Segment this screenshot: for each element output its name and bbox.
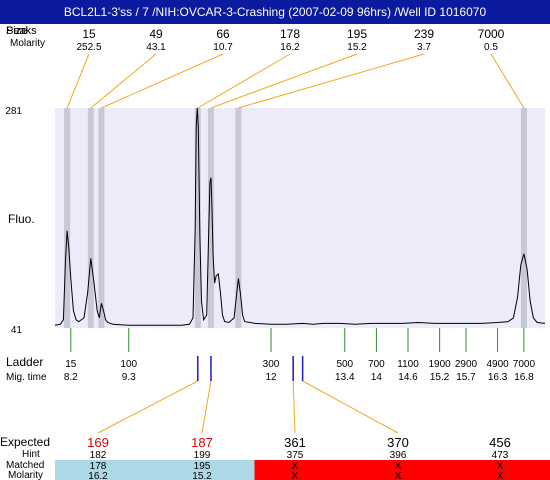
ladder-size-label: 500 <box>336 359 353 370</box>
peak-band <box>235 108 242 328</box>
peak-connector <box>490 53 525 109</box>
peak-band <box>98 108 105 328</box>
expected-size: 361 <box>284 435 306 450</box>
matched-size: 195 <box>194 461 211 472</box>
peak-connector <box>90 53 157 109</box>
matched-row-label: Matched <box>6 460 44 471</box>
peak-size-label: 49 <box>149 27 163 41</box>
expected-connector <box>302 380 399 434</box>
expected-size: 370 <box>387 435 409 450</box>
ladder-time-label: 16.3 <box>488 372 508 383</box>
peak-size-label: 66 <box>216 27 230 41</box>
unmatched-region <box>254 460 550 480</box>
ladder-time-label: 14 <box>371 372 383 383</box>
peak-molarity-label: 0.5 <box>484 42 498 53</box>
peak-connector <box>66 53 90 109</box>
fluo-axis-label: Fluo. <box>8 212 35 226</box>
mig-time-row-label: Mig. time <box>6 372 47 383</box>
ladder-size-label: 15 <box>65 359 77 370</box>
expected-size: 169 <box>87 435 109 450</box>
matched-molarity: X <box>292 471 299 480</box>
ladder-size-label: 2900 <box>455 359 478 370</box>
peak-size-label: 15 <box>82 27 96 41</box>
ladder-time-label: 15.2 <box>430 372 450 383</box>
matched-size: X <box>395 461 402 472</box>
size-row-label: Size <box>6 25 27 37</box>
window-title: BCL2L1-3'ss / 7 /NIH:OVCAR-3-Crashing (2… <box>0 0 550 24</box>
peak-molarity-label: 10.7 <box>213 42 233 53</box>
expected-connector <box>201 380 212 434</box>
peak-molarity-label: 16.2 <box>280 42 300 53</box>
peak-band <box>520 108 527 328</box>
peak-molarity-label: 3.7 <box>417 42 431 53</box>
matched-size: 178 <box>90 461 107 472</box>
hint-size: 375 <box>287 450 304 461</box>
matched-molarity: 15.2 <box>192 471 212 480</box>
ladder-time-label: 8.2 <box>64 372 78 383</box>
peak-size-label: 178 <box>280 27 300 41</box>
matched-molarity: 16.2 <box>88 471 108 480</box>
ladder-time-label: 13.4 <box>335 372 355 383</box>
ladder-size-label: 300 <box>263 359 280 370</box>
ladder-time-label: 15.7 <box>456 372 476 383</box>
peak-size-label: 239 <box>414 27 434 41</box>
peak-molarity-label: 15.2 <box>347 42 367 53</box>
molarity-row-label: Molarity <box>10 38 45 49</box>
ladder-row-label: Ladder <box>6 355 43 369</box>
peak-band <box>207 108 214 328</box>
ladder-size-label: 1900 <box>428 359 451 370</box>
matched-region <box>55 460 255 480</box>
matched-molarity: X <box>395 471 402 480</box>
peaks-row-label: Peaks <box>6 25 37 37</box>
hint-row-label: Hint <box>22 449 40 460</box>
ladder-time-label: 16.8 <box>514 372 534 383</box>
peak-band <box>87 108 94 328</box>
hint-size: 199 <box>194 450 211 461</box>
peak-connector <box>238 53 425 109</box>
expected-connector <box>292 380 296 434</box>
ladder-size-label: 4900 <box>486 359 509 370</box>
hint-size: 396 <box>390 450 407 461</box>
peak-molarity-label: 252.5 <box>76 42 101 53</box>
fluorescence-trace <box>54 107 546 326</box>
y-axis-max: 281 <box>5 106 22 117</box>
matched-molarity: X <box>497 471 504 480</box>
matched-size: X <box>292 461 299 472</box>
hint-size: 473 <box>492 450 509 461</box>
peak-connector <box>197 53 291 109</box>
ladder-time-label: 12 <box>265 372 277 383</box>
peak-size-label: 195 <box>347 27 367 41</box>
peak-connector <box>101 53 224 109</box>
ladder-time-label: 9.3 <box>122 372 136 383</box>
expected-size: 456 <box>489 435 511 450</box>
expected-size: 187 <box>191 435 213 450</box>
expected-connector <box>97 380 199 434</box>
ladder-size-label: 1100 <box>397 359 419 370</box>
ladder-size-label: 7000 <box>513 359 536 370</box>
peak-band <box>64 108 71 328</box>
peak-size-label: 7000 <box>478 27 505 41</box>
hint-size: 182 <box>90 450 107 461</box>
peak-connector <box>210 53 358 109</box>
molarity-bottom-row-label: Molarity <box>8 470 43 480</box>
ladder-time-label: 14.6 <box>398 372 418 383</box>
matched-size: X <box>497 461 504 472</box>
expected-row-label: Expected <box>0 435 50 449</box>
peak-molarity-label: 43.1 <box>146 42 166 53</box>
y-axis-min: 41 <box>11 325 23 336</box>
ladder-size-label: 100 <box>120 359 137 370</box>
plot-area <box>55 108 545 328</box>
peak-band <box>194 108 201 328</box>
ladder-size-label: 700 <box>368 359 385 370</box>
